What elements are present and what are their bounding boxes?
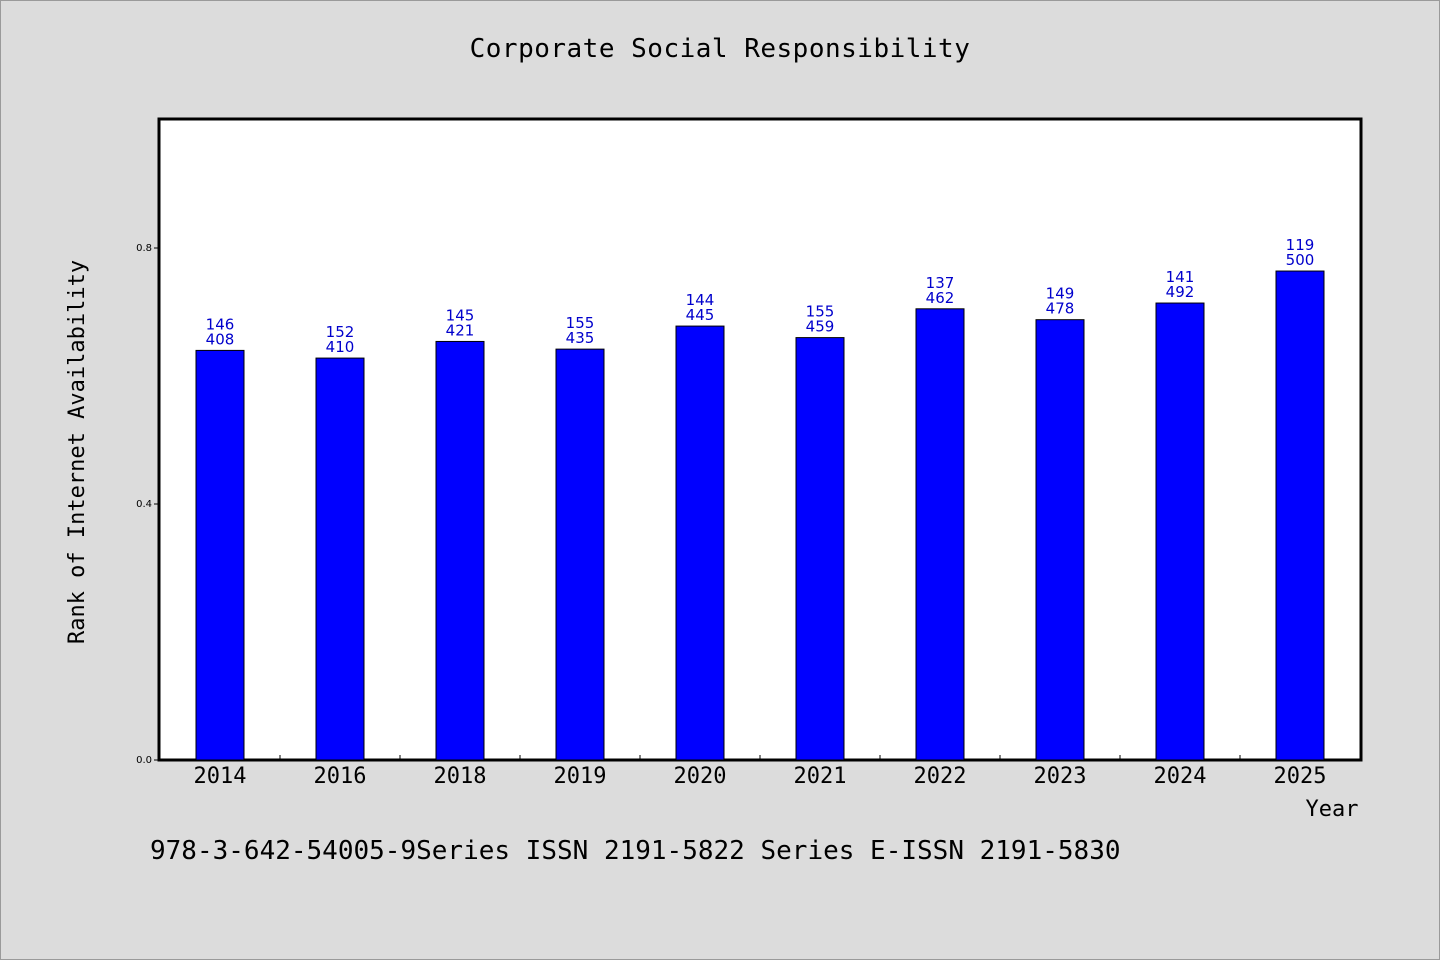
bar-2025 xyxy=(1275,270,1325,761)
bar-2021 xyxy=(795,337,845,761)
data-label-bottom-2024: 492 xyxy=(1166,283,1195,301)
data-label-bottom-2023: 478 xyxy=(1046,300,1075,318)
data-label-top-2019: 155 xyxy=(566,314,595,332)
x-tick-label-2020: 2020 xyxy=(674,764,727,789)
data-label-top-2025: 119 xyxy=(1286,236,1315,254)
data-label-top-2022: 137 xyxy=(926,274,955,292)
x-tick-label-2022: 2022 xyxy=(914,764,967,789)
data-label-top-2016: 152 xyxy=(326,323,355,341)
data-label-bottom-2021: 459 xyxy=(806,318,835,336)
x-tick-label-2025: 2025 xyxy=(1274,764,1327,789)
x-tick-label-2018: 2018 xyxy=(434,764,487,789)
data-label-bottom-2018: 421 xyxy=(446,321,475,339)
data-label-bottom-2014: 408 xyxy=(206,330,235,348)
y-tick-label: 0.0 xyxy=(136,755,152,766)
x-tick-label-2023: 2023 xyxy=(1034,764,1087,789)
x-axis-title: Year xyxy=(1306,797,1359,822)
data-label-top-2024: 141 xyxy=(1166,268,1195,286)
bar-2018 xyxy=(435,340,485,761)
bar-2023 xyxy=(1035,319,1085,761)
x-tick-label-2016: 2016 xyxy=(314,764,367,789)
data-label-top-2014: 146 xyxy=(206,315,235,333)
data-label-bottom-2022: 462 xyxy=(926,289,955,307)
x-tick-label-2024: 2024 xyxy=(1154,764,1207,789)
bar-2024 xyxy=(1155,302,1205,761)
data-label-top-2021: 155 xyxy=(806,303,835,321)
y-tick-label: 0.8 xyxy=(136,243,152,254)
y-tick-label: 0.4 xyxy=(136,499,152,510)
bar-2020 xyxy=(675,325,725,761)
x-tick-label-2019: 2019 xyxy=(554,764,607,789)
data-label-bottom-2019: 435 xyxy=(566,329,595,347)
data-label-bottom-2016: 410 xyxy=(326,338,355,356)
chart-title: Corporate Social Responsibility xyxy=(469,34,971,64)
x-tick-label-2014: 2014 xyxy=(194,764,247,789)
x-tick-label-2021: 2021 xyxy=(794,764,847,789)
data-label-top-2023: 149 xyxy=(1046,285,1075,303)
data-label-bottom-2020: 445 xyxy=(686,306,715,324)
bar-2022 xyxy=(915,308,965,761)
y-axis-title: Rank of Internet Availability xyxy=(65,260,90,644)
bar-2016 xyxy=(315,357,365,761)
data-label-top-2020: 144 xyxy=(686,291,715,309)
bar-2019 xyxy=(555,348,605,761)
bar-2014 xyxy=(195,349,245,761)
footer-isbn-text: 978-3-642-54005-9Series ISSN 2191-5822 S… xyxy=(150,836,1121,866)
data-label-top-2018: 145 xyxy=(446,306,475,324)
data-label-bottom-2025: 500 xyxy=(1286,251,1315,269)
